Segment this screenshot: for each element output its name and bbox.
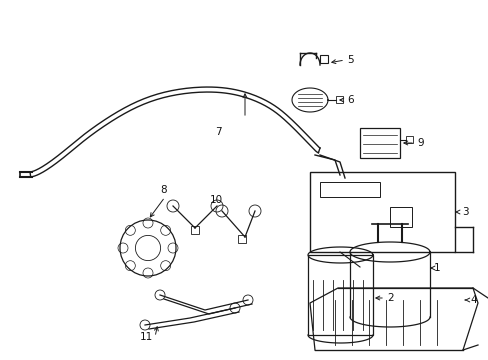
Bar [307, 255, 372, 335]
Text: 11: 11 [140, 332, 153, 342]
Bar [319, 55, 327, 63]
Text: 2: 2 [386, 293, 393, 303]
Bar [238, 235, 245, 243]
Bar [405, 136, 412, 143]
Text: 9: 9 [416, 138, 423, 148]
Text: 8: 8 [160, 185, 166, 195]
Text: 7: 7 [215, 127, 221, 137]
Bar [389, 207, 411, 227]
Text: 3: 3 [461, 207, 468, 217]
Text: 6: 6 [346, 95, 353, 105]
Text: 5: 5 [346, 55, 353, 65]
Bar [335, 96, 342, 103]
Bar [191, 226, 199, 234]
Bar [359, 128, 399, 158]
Text: 10: 10 [209, 195, 223, 205]
Text: 4: 4 [469, 295, 476, 305]
Bar [319, 182, 379, 197]
Bar [309, 172, 454, 252]
Text: 1: 1 [433, 263, 440, 273]
